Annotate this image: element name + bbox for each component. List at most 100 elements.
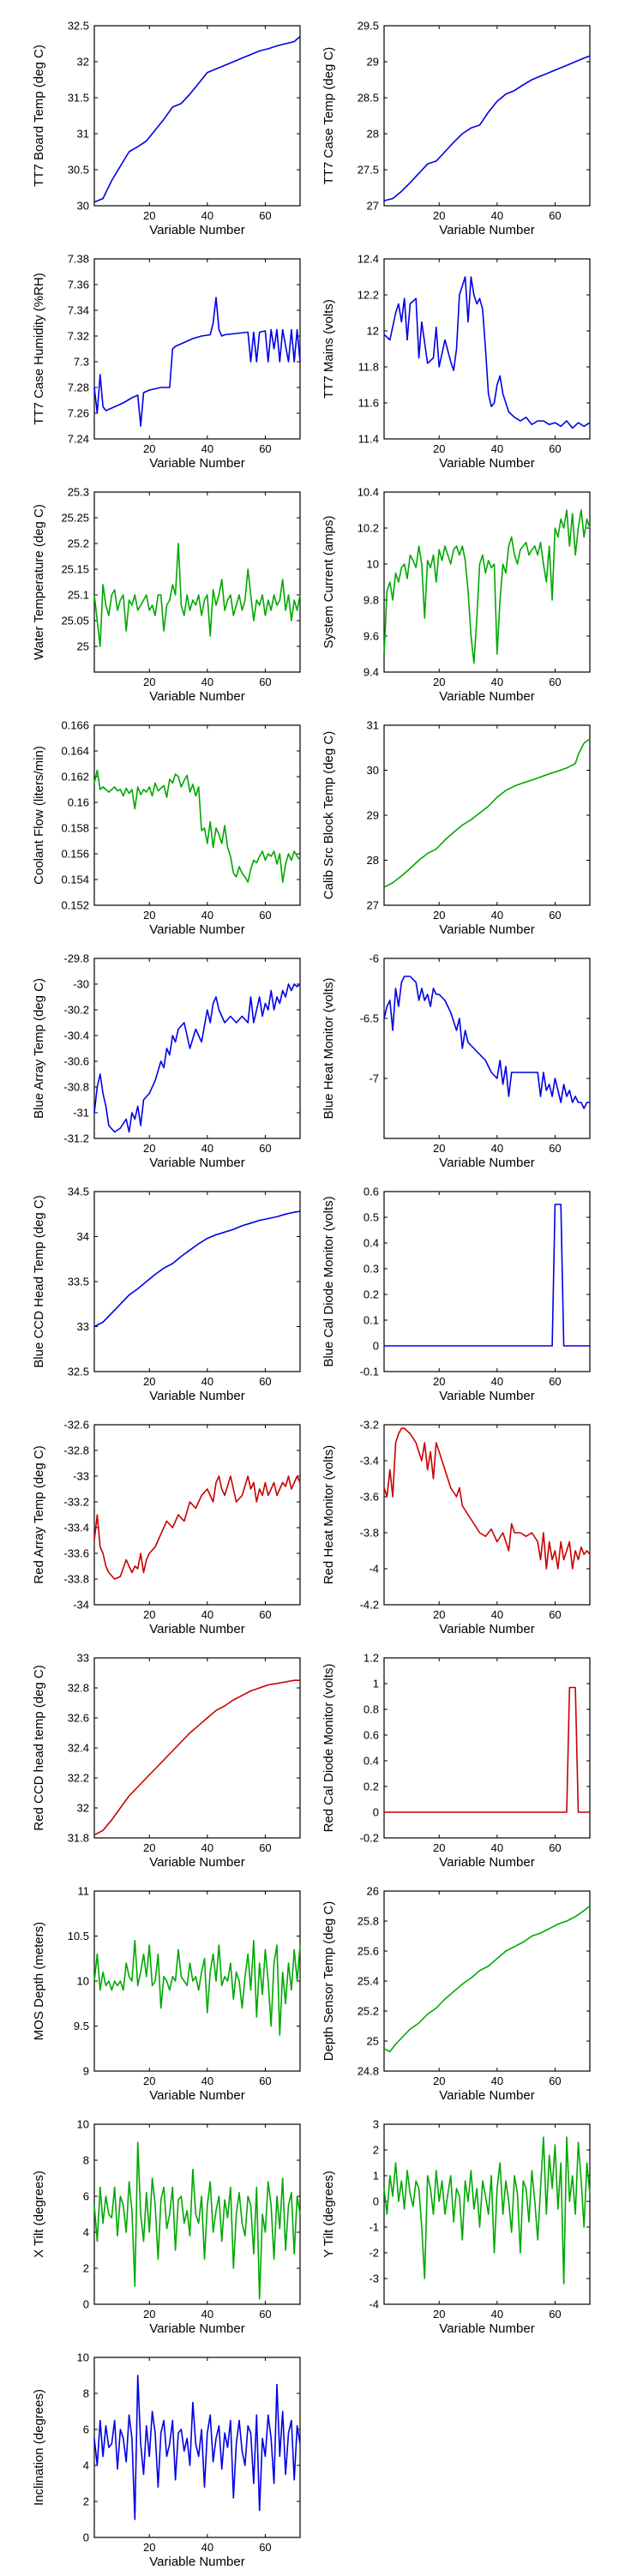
x-tick-label: 20 <box>143 2308 155 2321</box>
x-tick-label: 20 <box>433 1841 445 1854</box>
y-tick-label: 0.3 <box>364 1263 379 1276</box>
y-tick-label: 32.5 <box>68 20 89 33</box>
chart-calib-src-block-temp-plot-frame <box>383 724 591 906</box>
x-axis-label: Variable Number <box>149 922 244 937</box>
x-axis-label: Variable Number <box>439 1622 534 1636</box>
chart-tt7-mains-plot-frame <box>383 258 591 440</box>
y-tick-label: 28.5 <box>358 92 379 105</box>
y-tick-label: 25.2 <box>358 2005 379 2018</box>
y-tick-label: 32 <box>77 56 89 69</box>
x-tick-label: 20 <box>143 1608 155 1621</box>
y-tick-label: 25.25 <box>61 512 89 525</box>
y-tick-label: -30 <box>73 978 89 991</box>
x-tick-label: 20 <box>433 442 445 455</box>
x-tick-label: 60 <box>549 209 561 222</box>
y-tick-label: -30.8 <box>63 1081 89 1094</box>
y-tick-label: 10 <box>77 1975 89 1988</box>
y-axis-label: Red Array Temp (deg C) <box>32 1445 46 1583</box>
y-tick-label: 10 <box>367 558 379 571</box>
x-tick-label: 60 <box>259 909 271 922</box>
y-tick-label: 30 <box>367 764 379 777</box>
x-tick-label: 40 <box>491 442 503 455</box>
y-tick-label: 10 <box>77 2351 89 2364</box>
y-tick-label: 26 <box>367 1885 379 1898</box>
y-tick-label: 7.28 <box>68 381 89 394</box>
y-tick-label: 0.4 <box>364 1755 379 1768</box>
x-tick-label: 40 <box>201 1608 213 1621</box>
y-tick-label: -0.2 <box>360 1832 379 1845</box>
chart-y-tilt-plot-frame <box>383 2123 591 2305</box>
x-tick-label: 20 <box>143 909 155 922</box>
chart-blue-array-temp: 20 40 60 -31.2 -31 -30.8 -30.6 -30.4 -30.2 -30 -29… <box>32 952 301 1170</box>
y-tick-label: -33 <box>73 1470 89 1483</box>
y-tick-label: 24.8 <box>358 2065 379 2078</box>
y-tick-label: -0.1 <box>360 1366 379 1378</box>
y-tick-label: 32 <box>77 1802 89 1815</box>
x-tick-label: 60 <box>549 909 561 922</box>
y-tick-label: 33.5 <box>68 1276 89 1288</box>
y-tick-label: 27 <box>367 200 379 213</box>
y-tick-label: 1 <box>373 1678 379 1690</box>
chart-blue-ccd-head-temp: 20 40 60 32.5 33 33.5 34 34.5 Variable Number Blu… <box>32 1186 301 1403</box>
y-tick-label: 32.4 <box>68 1742 89 1755</box>
y-tick-label: -29.8 <box>63 952 89 965</box>
y-tick-label: 0.166 <box>61 719 89 732</box>
y-tick-label: -32.8 <box>63 1444 89 1457</box>
x-tick-label: 60 <box>549 1375 561 1388</box>
y-tick-label: 29 <box>367 56 379 69</box>
x-tick-label: 20 <box>143 2541 155 2554</box>
chart-system-current: 20 40 60 9.4 9.6 9.8 10 10.2 10.4 Variable Number… <box>322 486 591 704</box>
x-axis-label: Variable Number <box>439 223 534 237</box>
x-tick-label: 20 <box>143 676 155 688</box>
y-axis-label: Depth Sensor Temp (deg C) <box>322 1901 336 2061</box>
y-axis-label: X Tilt (degrees) <box>32 2171 46 2258</box>
chart-tt7-case-temp: 20 40 60 27 27.5 28 28.5 29 29.5 Variable Number T… <box>322 20 591 237</box>
x-axis-label: Variable Number <box>439 1156 534 1170</box>
chart-water-temperature: 20 40 60 25 25.05 25.1 25.15 25.2 25.25 25.3 Varia… <box>32 486 301 704</box>
y-tick-label: 25.8 <box>358 1915 379 1928</box>
y-tick-label: 0.6 <box>364 1186 379 1198</box>
chart-red-cal-diode-monitor-series-line <box>384 1686 590 1813</box>
y-tick-label: 7.34 <box>68 304 89 317</box>
y-tick-label: 32.2 <box>68 1772 89 1785</box>
x-tick-label: 20 <box>143 209 155 222</box>
y-tick-label: 0.158 <box>61 822 89 835</box>
y-tick-label: 0 <box>373 1806 379 1819</box>
y-tick-label: 27 <box>367 899 379 912</box>
y-tick-label: 28 <box>367 128 379 141</box>
y-tick-label: 0 <box>83 2531 89 2544</box>
x-axis-label: Variable Number <box>439 456 534 471</box>
y-tick-label: 0.4 <box>364 1237 379 1250</box>
x-tick-label: 40 <box>491 1142 503 1155</box>
chart-tt7-case-humidity: 20 40 60 7.24 7.26 7.28 7.3 7.32 7.34 7.36 7.38 Var… <box>32 253 301 471</box>
y-tick-label: 32.8 <box>68 1682 89 1695</box>
y-tick-label: 0.164 <box>61 745 89 758</box>
x-tick-label: 60 <box>549 2075 561 2087</box>
y-tick-label: 7.24 <box>68 433 89 446</box>
chart-blue-array-temp-series-line <box>93 983 301 1133</box>
x-axis-label: Variable Number <box>149 2321 244 2336</box>
y-tick-label: 33 <box>77 1320 89 1333</box>
y-axis-label: Blue Cal Diode Monitor (volts) <box>322 1196 336 1366</box>
y-tick-label: 30 <box>77 200 89 213</box>
chart-y-tilt-series-line <box>383 2136 591 2285</box>
x-tick-label: 20 <box>433 2075 445 2087</box>
y-tick-label: 8 <box>83 2154 89 2167</box>
x-tick-label: 40 <box>201 1375 213 1388</box>
y-axis-label: Calib Src Block Temp (deg C) <box>322 731 336 899</box>
chart-tt7-board-temp-series-line <box>93 35 301 203</box>
chart-inclination-series-line <box>93 2375 301 2520</box>
y-tick-label: 7.3 <box>74 356 89 369</box>
y-tick-label: 4 <box>83 2459 89 2472</box>
x-axis-label: Variable Number <box>439 2321 534 2336</box>
y-tick-label: 25 <box>77 640 89 653</box>
y-tick-label: 7.36 <box>68 279 89 291</box>
y-tick-label: 1.2 <box>364 1652 379 1665</box>
x-axis-label: Variable Number <box>439 1855 534 1870</box>
chart-red-array-temp-plot-frame <box>93 1424 301 1606</box>
x-tick-label: 40 <box>201 1841 213 1854</box>
y-tick-label: 0.2 <box>364 1288 379 1301</box>
y-tick-label: -7 <box>369 1072 379 1085</box>
